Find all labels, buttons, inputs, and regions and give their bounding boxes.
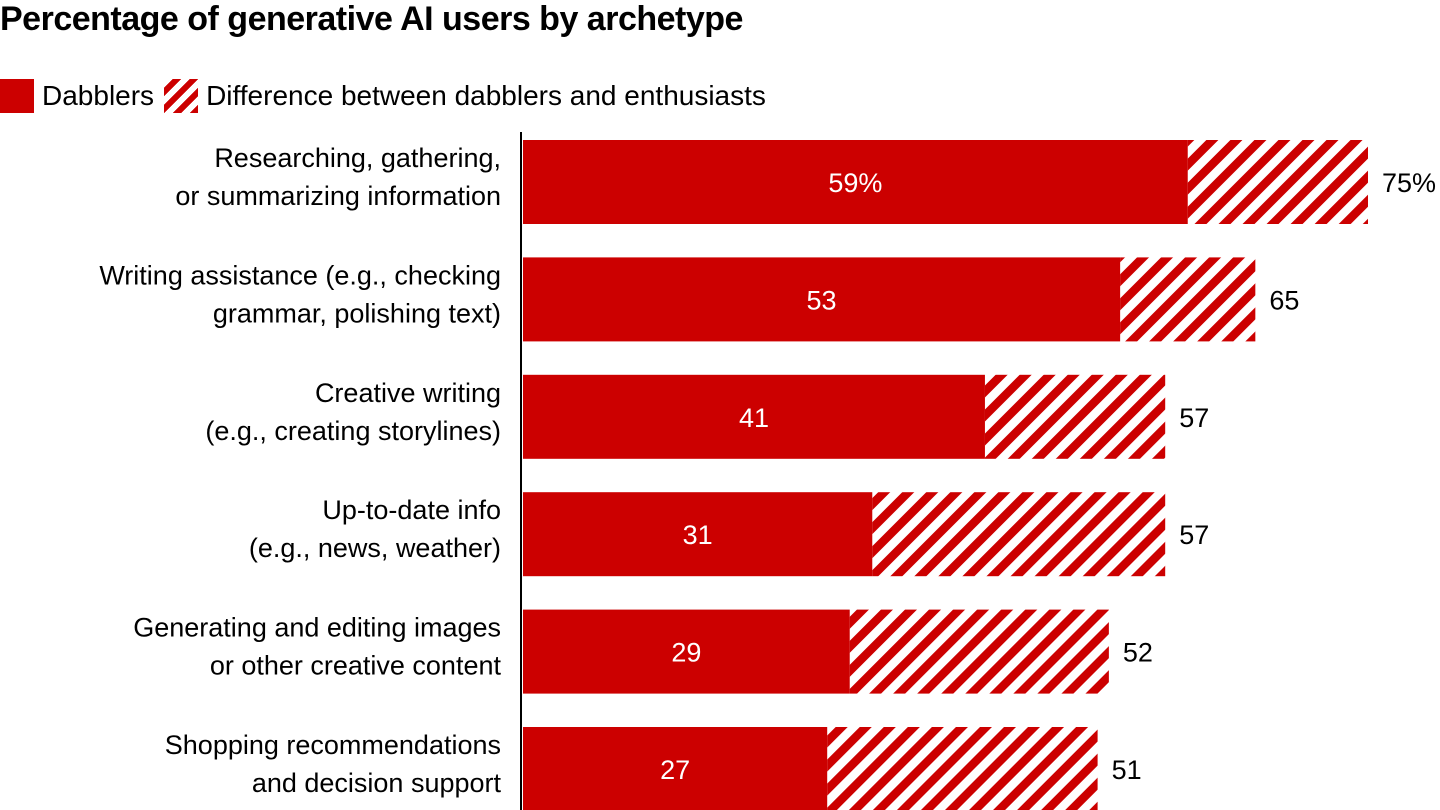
enthusiasts-value-label: 65	[1269, 285, 1299, 315]
dabblers-value-label: 41	[739, 403, 769, 433]
dabblers-bar-3	[523, 374, 985, 459]
legend-swatch-difference	[164, 79, 199, 113]
difference-bar-3	[984, 374, 1166, 459]
category-label-line1: Generating and editing images	[133, 613, 501, 643]
category-label-line1: Shopping recommendations	[165, 730, 501, 760]
chart-title: Percentage of generative AI users by arc…	[0, 0, 743, 38]
category-label-line1: Creative writing	[315, 378, 501, 408]
dabblers-value-label: 29	[671, 638, 701, 668]
enthusiasts-value-label: 57	[1179, 520, 1209, 550]
difference-bar-2	[1120, 257, 1256, 342]
enthusiasts-value-label: 75%	[1382, 168, 1436, 198]
enthusiasts-value-label: 52	[1123, 638, 1153, 668]
difference-bar-6	[827, 727, 1098, 810]
difference-bar-4	[872, 492, 1166, 577]
difference-bar-5	[849, 609, 1109, 694]
dabblers-bar-4	[523, 492, 873, 577]
category-label-line2: or other creative content	[210, 651, 502, 681]
dabblers-bar-6	[523, 727, 828, 810]
enthusiasts-value-label: 57	[1179, 403, 1209, 433]
dabblers-bar-2	[523, 257, 1121, 342]
dabblers-bar-1	[523, 140, 1188, 224]
difference-bar-1	[1187, 140, 1368, 224]
legend-swatch-dabblers	[0, 79, 34, 113]
category-label-line2: (e.g., creating storylines)	[205, 416, 501, 446]
category-label-line2: grammar, polishing text)	[213, 298, 501, 328]
category-label-line1: Up-to-date info	[322, 495, 501, 525]
category-label-line2: and decision support	[252, 768, 502, 798]
legend: Dabblers Difference between dabblers and…	[0, 78, 766, 114]
category-label-line1: Researching, gathering,	[214, 143, 501, 173]
category-label-line1: Writing assistance (e.g., checking	[99, 260, 501, 290]
dabblers-bar-5	[523, 609, 850, 694]
dabblers-value-label: 31	[683, 520, 713, 550]
category-label-line2: (e.g., news, weather)	[249, 533, 501, 563]
category-label-line2: or summarizing information	[175, 181, 501, 211]
dabblers-value-label: 59%	[828, 168, 882, 198]
legend-label-difference: Difference between dabblers and enthusia…	[206, 80, 766, 111]
legend-label-dabblers: Dabblers	[42, 80, 155, 111]
dabblers-value-label: 53	[807, 285, 837, 315]
dabblers-value-label: 27	[660, 755, 690, 785]
enthusiasts-value-label: 51	[1112, 755, 1142, 785]
